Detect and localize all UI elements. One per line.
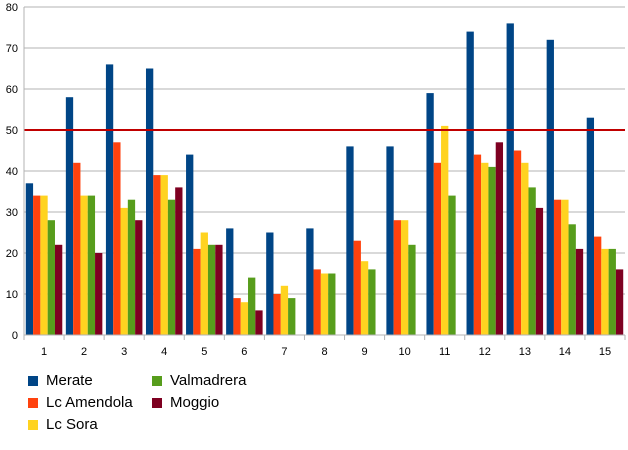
bar [441,125,449,336]
x-tick-labels: 1 2 3 4 5 6 7 8 9 10 11 12 13 14 15 [41,346,611,358]
y-tick-label: 70 [6,43,18,55]
bar [513,150,522,335]
bar [586,117,595,335]
bar [40,195,48,335]
bar [328,273,336,335]
bar [167,199,176,335]
bar [226,228,234,335]
bar [145,68,154,335]
bar [175,187,183,335]
x-tick-label: 6 [241,346,247,358]
bar [353,240,361,335]
x-tick-label: 8 [321,346,327,358]
bar [393,220,401,335]
bar [288,298,296,335]
bar [273,294,281,335]
x-tick-label: 5 [201,346,207,358]
bar [193,248,201,335]
y-tick-label: 50 [6,125,18,137]
bar [346,146,354,335]
bar [320,273,329,335]
bar [594,236,602,335]
bar [135,220,143,335]
bar [488,166,496,335]
bar [521,162,529,335]
x-tick-label: 10 [399,346,411,358]
x-tick-label: 4 [161,346,167,358]
x-tick-label: 11 [439,346,450,358]
bar [47,220,55,335]
y-tick-label: 60 [6,84,18,96]
bar [615,269,624,335]
x-tick-label: 7 [281,346,287,358]
bar [160,175,168,335]
bar [200,232,208,335]
bar [215,244,223,335]
bar [153,175,161,335]
bar [207,244,216,335]
x-tick-label: 2 [81,346,87,358]
bar [255,310,263,335]
y-tick-label: 20 [6,248,18,260]
bar [25,183,34,335]
bar [495,142,504,335]
bar [233,298,241,335]
bar [266,232,274,335]
bar [105,64,114,336]
bar [408,244,416,335]
bar [65,97,74,335]
x-tick-label: 1 [41,346,47,358]
bar [54,244,63,335]
bar [575,248,584,335]
x-tick-label: 12 [479,346,491,358]
bar [466,31,474,335]
bar [240,302,249,335]
axes [23,7,626,340]
bar [120,207,128,335]
bar [528,187,536,335]
bar [306,228,314,335]
bar [313,269,321,335]
bar [95,253,103,335]
x-tick-label: 9 [362,346,368,358]
bar [448,195,456,335]
bar [601,248,609,335]
bar [608,248,616,335]
bar [80,195,88,335]
y-tick-label: 30 [6,207,18,219]
bar [386,146,394,335]
bar [553,199,562,335]
bar [280,285,289,335]
bar [546,39,554,336]
x-tick-label: 3 [121,346,127,358]
bar [561,199,569,335]
bars [25,23,624,336]
bar [481,162,489,335]
bar [87,195,96,335]
y-tick-labels: 0 10 20 30 40 50 60 70 80 [6,2,18,342]
bar [360,261,369,335]
bar [473,154,482,335]
bar [506,23,514,336]
bar [33,195,41,335]
y-tick-label: 80 [6,2,18,14]
bar [368,269,376,335]
bar [248,277,256,335]
bar [127,199,136,335]
bar [73,162,81,335]
bar [535,207,544,335]
bar [568,224,576,335]
x-tick-label: 13 [519,346,531,358]
y-tick-label: 40 [6,166,18,178]
x-tick-label: 15 [599,346,611,358]
bar [400,220,409,335]
bar [186,154,194,335]
bar [433,162,442,335]
bar [426,93,434,335]
bar [113,142,121,335]
y-tick-label: 10 [6,289,18,301]
x-tick-label: 14 [559,346,571,358]
y-tick-label: 0 [12,330,18,342]
